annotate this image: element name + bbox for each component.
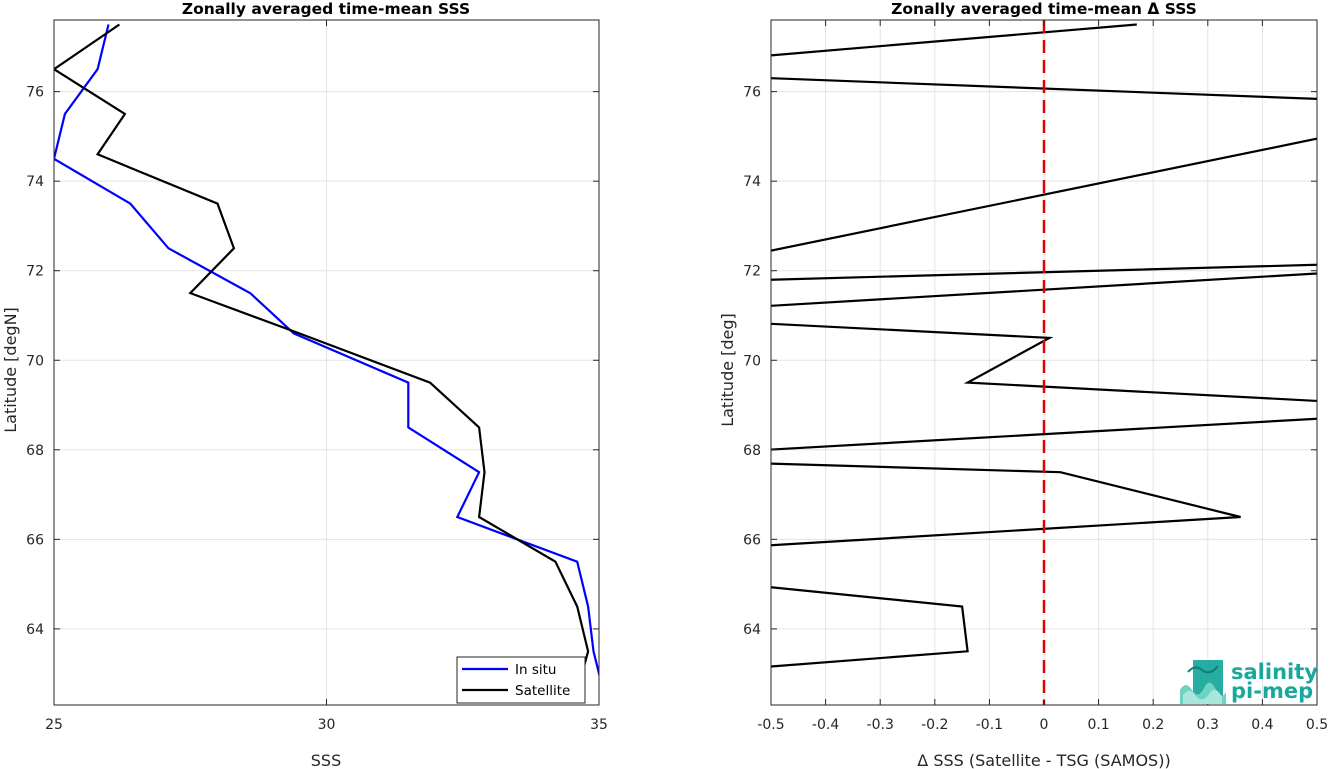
sss-y-axis-label: Latitude [degN] <box>1 307 20 433</box>
sss-x-tick-label: 35 <box>590 717 608 733</box>
delta-sss-x-tick-label: 0.5 <box>1306 717 1328 733</box>
delta-sss-series-group <box>771 20 1317 705</box>
delta-sss-chart-title: Zonally averaged time-mean Δ SSS <box>891 0 1197 18</box>
delta-sss-y-tick-label: 66 <box>743 532 761 548</box>
sss-y-tick-label: 68 <box>26 443 44 459</box>
delta-sss-x-tick-label: 0.3 <box>1197 717 1219 733</box>
logo-text-salinity: salinity <box>1231 660 1318 684</box>
sss-y-tick-label: 72 <box>26 264 44 280</box>
delta-sss-y-tick-label: 70 <box>743 353 761 369</box>
delta-sss-x-tick-label: 0 <box>1040 717 1049 733</box>
salinity-pi-mep-logo: salinity pi-mep <box>1180 660 1318 704</box>
delta-sss-x-tick-label: -0.4 <box>812 717 839 733</box>
sss-y-tick-label: 66 <box>26 532 44 548</box>
logo-wave-icon <box>1180 660 1226 704</box>
sss-chart-title: Zonally averaged time-mean SSS <box>182 0 470 18</box>
sss-x-tick-label: 30 <box>318 717 336 733</box>
sss-y-tick-label: 76 <box>26 85 44 101</box>
sss-series-group <box>54 23 599 692</box>
sss-y-tick-label: 74 <box>26 174 44 190</box>
sss-panel: 25 30 35 64 66 68 70 72 74 76 Zonally averaged ti… <box>1 0 608 769</box>
legend-label-satellite: Satellite <box>515 683 570 699</box>
delta-sss-ticks: -0.5 -0.4 -0.3 -0.2 -0.1 0 0.1 0.2 0.3 0.4 0.5 64 66… <box>743 20 1328 733</box>
delta-sss-x-tick-label: -0.5 <box>757 717 784 733</box>
delta-sss-y-axis-label: Latitude [deg] <box>718 313 737 427</box>
delta-sss-y-tick-label: 76 <box>743 85 761 101</box>
delta-sss-y-tick-label: 74 <box>743 174 761 190</box>
delta-sss-x-tick-label: -0.2 <box>921 717 948 733</box>
logo-text-pi-mep: pi-mep <box>1231 679 1313 703</box>
delta-sss-x-tick-label: 0.2 <box>1142 717 1164 733</box>
sss-y-tick-label: 64 <box>26 622 44 638</box>
sss-x-tick-label: 25 <box>45 717 63 733</box>
delta-sss-x-tick-label: -0.3 <box>867 717 894 733</box>
delta-sss-y-tick-label: 64 <box>743 622 761 638</box>
delta-sss-x-axis-label: Δ SSS (Satellite - TSG (SAMOS)) <box>917 751 1170 769</box>
delta-sss-y-tick-label: 72 <box>743 264 761 280</box>
legend-box <box>456 656 586 704</box>
delta-sss-x-tick-label: -0.1 <box>976 717 1003 733</box>
delta-sss-series-line-line <box>771 23 1317 668</box>
sss-ticks: 25 30 35 64 66 68 70 72 74 76 <box>26 20 608 733</box>
sss-y-tick-label: 70 <box>26 353 44 369</box>
legend-label-in-situ: In situ <box>515 662 556 678</box>
sss-x-axis-label: SSS <box>311 751 341 769</box>
delta-sss-y-tick-label: 68 <box>743 443 761 459</box>
delta-sss-x-tick-label: 0.1 <box>1087 717 1109 733</box>
sss-series-satellite-line <box>54 23 590 692</box>
legend: In situ Satellite <box>456 656 586 704</box>
delta-sss-panel: -0.5 -0.4 -0.3 -0.2 -0.1 0 0.1 0.2 0.3 0.4 0.5 64 66… <box>718 0 1328 769</box>
sss-series-in-situ-line <box>54 24 599 679</box>
delta-sss-x-tick-label: 0.4 <box>1251 717 1273 733</box>
